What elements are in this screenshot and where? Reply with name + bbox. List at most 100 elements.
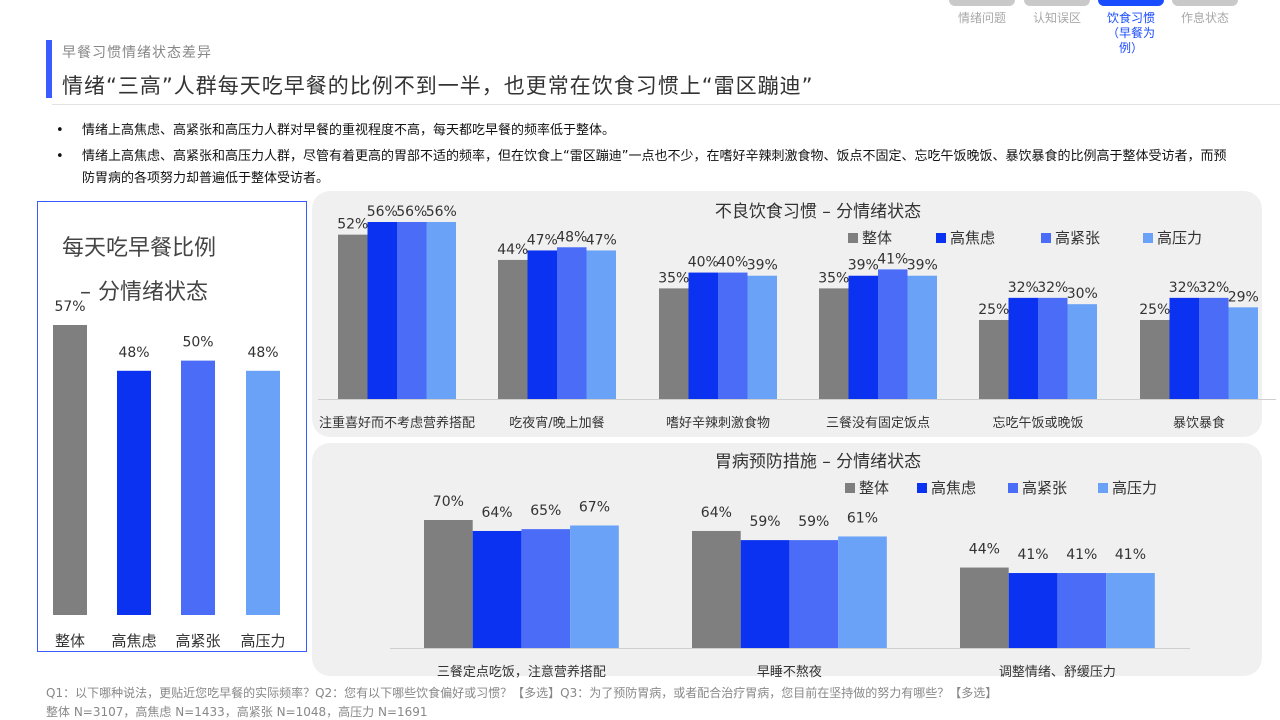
chart-title: 胃病预防措施 – 分情绪状态 <box>715 452 921 472</box>
bar-高焦虑 <box>117 370 151 615</box>
data-label: 32% <box>1198 280 1229 296</box>
data-label: 41% <box>1066 547 1097 563</box>
category-label: 高焦虑 <box>111 632 156 650</box>
legend-label: 整体 <box>862 229 892 247</box>
bar-整体 <box>53 325 87 615</box>
data-label: 29% <box>1228 289 1259 305</box>
data-label: 41% <box>877 251 908 267</box>
data-label: 64% <box>481 505 512 521</box>
data-label: 59% <box>798 514 829 530</box>
legend-swatch <box>1041 233 1051 243</box>
bullet-dot: • <box>56 149 64 164</box>
data-label: 57% <box>54 299 85 315</box>
category-label: 早睡不熬夜 <box>757 664 822 680</box>
bar-高焦虑 <box>1008 573 1058 648</box>
category-label: 嗜好辛辣刺激食物 <box>666 415 770 431</box>
section-label: 早餐习惯情绪状态差异 <box>62 45 212 61</box>
bar-高压力 <box>1228 307 1258 399</box>
data-label: 48% <box>556 229 587 245</box>
bar-高焦虑 <box>527 250 557 399</box>
bullet-dot: • <box>56 123 64 138</box>
bar-高紧张 <box>718 272 748 399</box>
data-label: 59% <box>749 514 780 530</box>
bar-高压力 <box>246 370 280 615</box>
bullet-text: 情绪上高焦虑、高紧张和高压力人群，尽管有着更高的胃部不适的频率，但在饮食上“雷区… <box>82 149 1227 186</box>
bar-整体 <box>498 259 528 399</box>
footnote-questions: Q1：以下哪种说法，更贴近您吃早餐的实际频率？Q2：您有以下哪些饮食偏好或习惯？… <box>46 686 998 700</box>
nav-tab-cognition[interactable]: 认知误区 <box>1024 0 1090 26</box>
legend-swatch <box>1008 483 1018 493</box>
bar-高压力 <box>1106 573 1155 648</box>
nav-tab-bar <box>1172 0 1238 6</box>
data-label: 40% <box>717 255 748 271</box>
bad-habits-panel <box>312 191 1262 437</box>
data-label: 56% <box>396 204 427 220</box>
data-label: 56% <box>367 204 398 220</box>
bar-高压力 <box>747 275 777 399</box>
data-label: 70% <box>433 494 464 510</box>
bar-高焦虑 <box>1169 297 1199 399</box>
data-label: 52% <box>337 217 368 233</box>
bar-整体 <box>979 319 1009 399</box>
legend-label: 高压力 <box>1112 479 1157 497</box>
data-label: 41% <box>1115 547 1146 563</box>
chart-title: 不良饮食习惯 – 分情绪状态 <box>715 202 921 222</box>
bar-整体 <box>692 530 741 648</box>
data-label: 48% <box>247 345 278 361</box>
nav-tab-diet[interactable]: 饮食习惯 （早餐为例） <box>1098 0 1164 56</box>
chart-title: 每天吃早餐比例 <box>62 236 216 261</box>
legend-label: 高焦虑 <box>950 229 995 247</box>
bar-高紧张 <box>1199 297 1229 399</box>
bar-高紧张 <box>1057 573 1107 648</box>
nav-tab-label: 认知误区 <box>1032 11 1081 25</box>
data-label: 32% <box>1037 280 1068 296</box>
bar-整体 <box>338 234 368 399</box>
data-label: 30% <box>1067 286 1098 302</box>
data-label: 44% <box>497 242 528 258</box>
nav-tab-label: 情绪问题 <box>957 11 1006 25</box>
bar-高焦虑 <box>848 275 878 399</box>
bar-整体 <box>1140 319 1170 399</box>
bar-高紧张 <box>181 360 215 615</box>
data-label: 32% <box>1169 280 1200 296</box>
bar-高焦虑 <box>740 540 790 648</box>
legend-label: 高焦虑 <box>931 479 976 497</box>
category-label: 调整情绪、舒缓压力 <box>999 665 1116 680</box>
category-label: 高压力 <box>240 632 285 650</box>
data-label: 35% <box>818 270 849 286</box>
bar-高焦虑 <box>688 272 718 399</box>
bar-整体 <box>960 567 1009 648</box>
category-label: 整体 <box>55 632 85 650</box>
category-label: 三餐没有固定饭点 <box>826 415 930 431</box>
chart-subtitle: – 分情绪状态 <box>80 280 208 305</box>
legend-swatch <box>1143 233 1153 243</box>
category-label: 高紧张 <box>175 632 220 650</box>
bar-整体 <box>659 288 689 399</box>
data-label: 39% <box>747 258 778 274</box>
bar-高紧张 <box>521 529 571 648</box>
header-divider <box>52 104 1280 105</box>
bar-高焦虑 <box>1008 297 1038 399</box>
bar-高紧张 <box>789 540 839 648</box>
nav-tab-bar <box>1024 0 1090 6</box>
bar-高压力 <box>838 536 887 648</box>
legend-swatch <box>848 233 858 243</box>
bar-整体 <box>424 520 473 648</box>
data-label: 48% <box>118 345 149 361</box>
nav-tab-routine[interactable]: 作息状态 <box>1172 0 1238 26</box>
nav-tab-emotion[interactable]: 情绪问题 <box>949 0 1015 26</box>
bar-高紧张 <box>397 222 427 399</box>
bar-整体 <box>819 288 849 399</box>
footnote-sample: 整体 N=3107，高焦虑 N=1433，高紧张 N=1048，高压力 N=16… <box>46 705 428 719</box>
data-label: 47% <box>586 232 617 248</box>
category-label: 三餐定点吃饭，注意营养搭配 <box>437 664 606 680</box>
nav-tab-bar <box>949 0 1015 6</box>
legend-swatch <box>936 233 946 243</box>
data-label: 39% <box>848 258 879 274</box>
legend-swatch <box>1098 483 1108 493</box>
data-label: 47% <box>527 232 558 248</box>
category-label: 注重喜好而不考虑营养搭配 <box>319 415 475 431</box>
bullet-text: 情绪上高焦虑、高紧张和高压力人群对早餐的重视程度不高，每天都吃早餐的频率低于整体… <box>82 123 616 138</box>
